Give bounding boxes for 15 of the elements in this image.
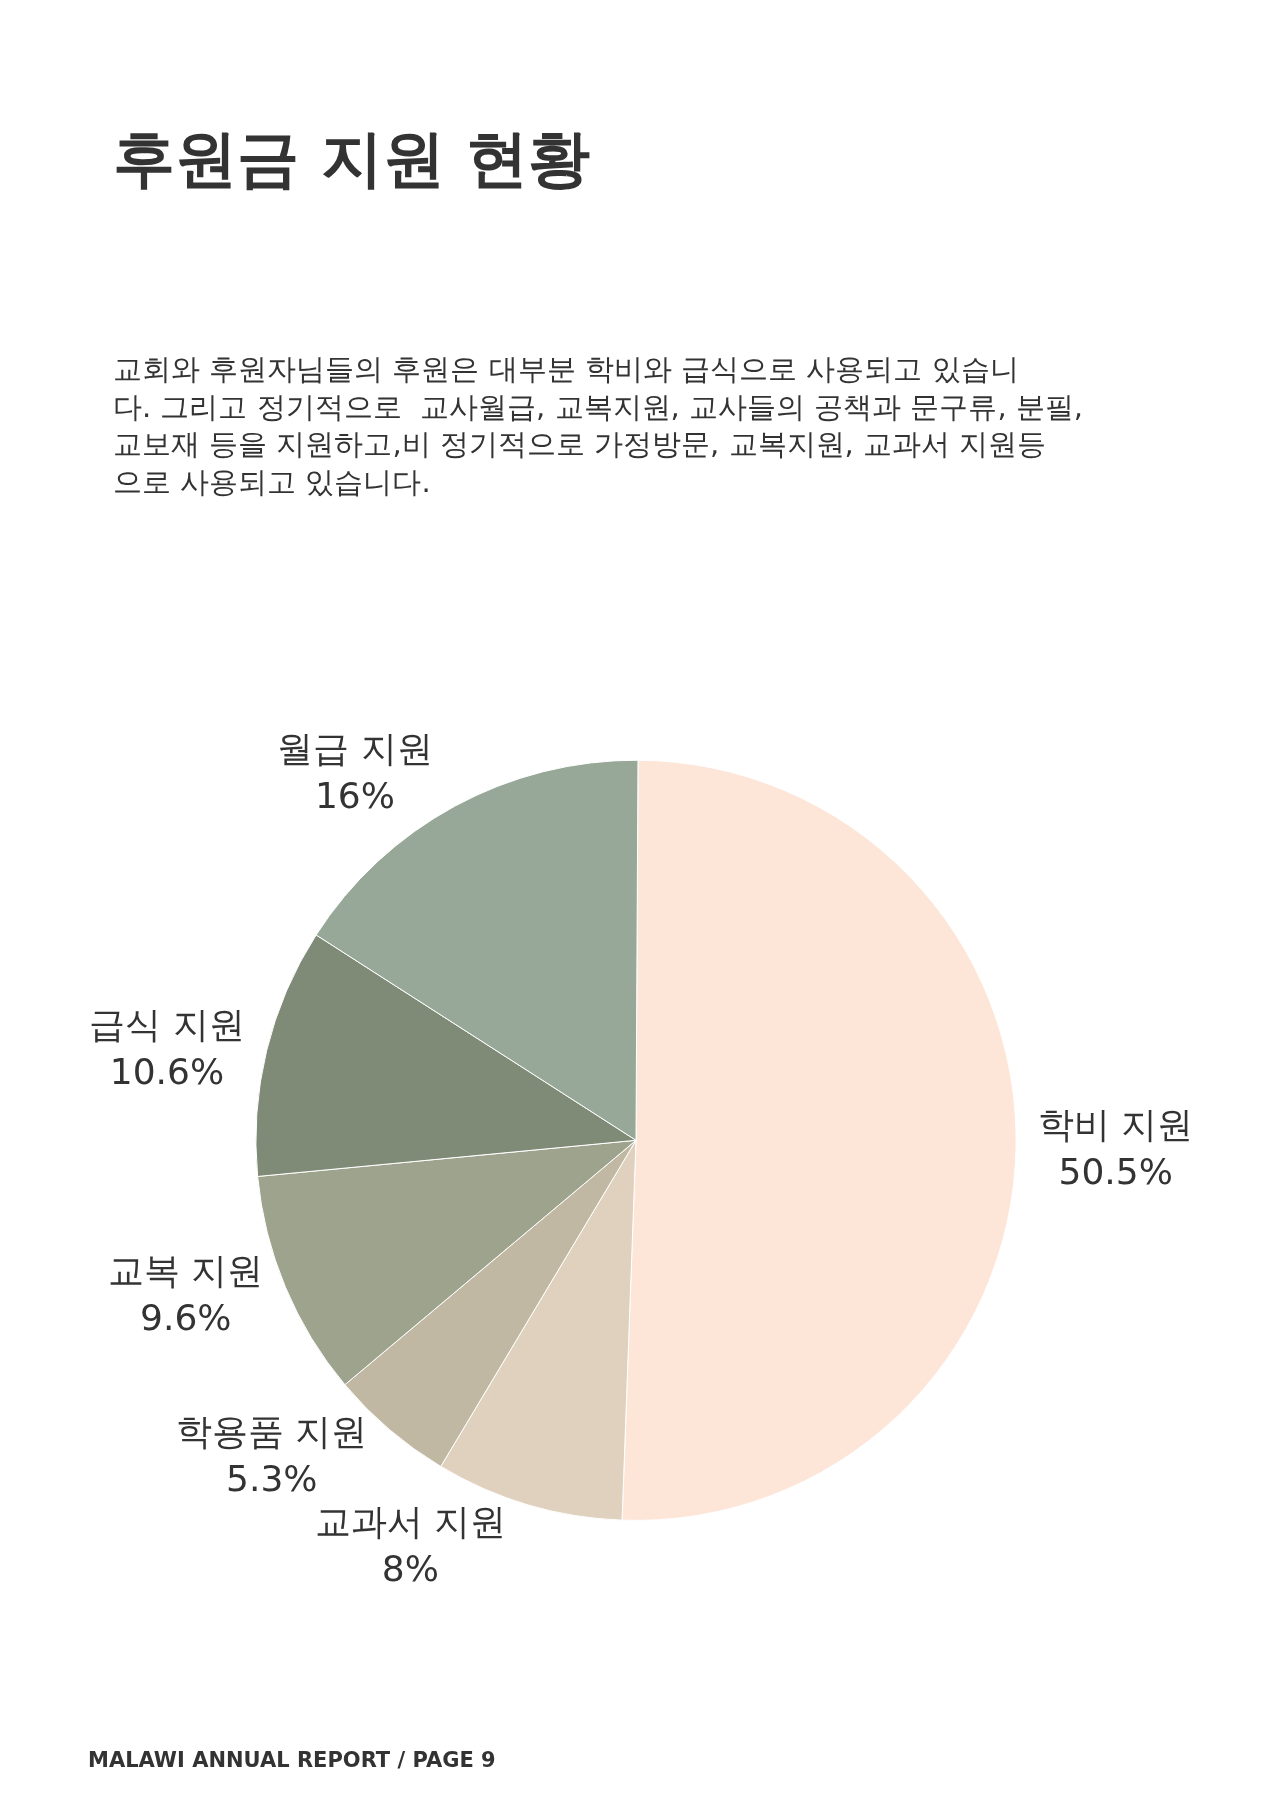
slice-label: 급식 지원 bbox=[89, 1004, 245, 1046]
data-label: 8% bbox=[381, 1548, 439, 1590]
slice-label: 교과서 지원 bbox=[314, 1501, 507, 1543]
data-label: 16% bbox=[314, 775, 395, 817]
chart-title: 후원금 지원 현황 bbox=[113, 122, 591, 195]
text: MALAWI ANNUAL REPORT / PAGE 9 bbox=[88, 1748, 496, 1772]
slice-label: 교복 지원 bbox=[108, 1249, 264, 1291]
data-label: 50.5% bbox=[1058, 1151, 1173, 1193]
data-label: 9.6% bbox=[140, 1296, 232, 1338]
data-label: 10.6% bbox=[109, 1051, 225, 1093]
slice-label: 학비 지원 bbox=[1037, 1104, 1194, 1146]
data-label: 5.3% bbox=[226, 1457, 318, 1499]
chart-subtitle: 교회와 후원자님들의 후원은 대부분 학비와 급식으로 사용되고 있습니 다. 그리고 정기적으로 교사월급, 교복지원, 교사들의 공책과 문구류, 분필, 교보재 등을 지원하고,비 정기적으로 가정방문, 교복지원, 교과서 지원등 으로 사용되고 있습니다. bbox=[113, 352, 1084, 500]
slice-label: 월급 지원 bbox=[277, 728, 433, 770]
slice-label: 학용품 지원 bbox=[176, 1411, 368, 1453]
